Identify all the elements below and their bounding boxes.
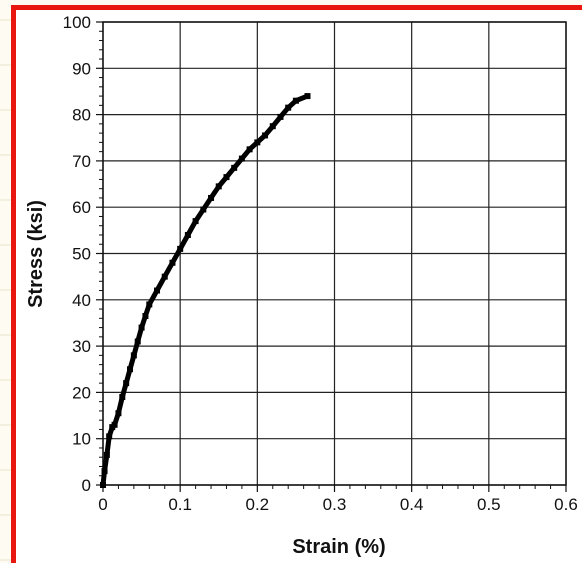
data-point: [285, 104, 292, 111]
data-point: [177, 245, 184, 252]
data-point: [262, 132, 269, 139]
y-tick-label: 30: [72, 337, 91, 356]
data-point: [246, 146, 253, 153]
series-layer: [100, 93, 311, 488]
data-point: [184, 231, 191, 238]
data-point: [100, 482, 106, 488]
data-point: [215, 183, 222, 190]
data-point: [130, 352, 137, 359]
y-tick-label: 50: [72, 245, 91, 264]
data-point: [277, 113, 284, 120]
data-point: [115, 410, 122, 417]
y-tick-label: 40: [72, 291, 91, 310]
x-tick-label: 0: [98, 495, 107, 514]
x-tick-label: 0.1: [168, 495, 192, 514]
y-axis-title: Stress (ksi): [25, 200, 47, 308]
x-tick-label: 0.3: [323, 495, 347, 514]
data-point: [127, 366, 134, 373]
data-point: [123, 380, 130, 387]
data-point: [111, 421, 118, 428]
x-tick-label: 0.4: [400, 495, 424, 514]
y-tick-label: 10: [72, 430, 91, 449]
data-point: [101, 468, 108, 475]
y-tick-label: 70: [72, 152, 91, 171]
data-point: [304, 93, 311, 100]
data-point: [146, 301, 153, 308]
x-tick-label: 0.2: [246, 495, 270, 514]
data-point: [238, 155, 245, 162]
x-tick-label: 0.5: [477, 495, 501, 514]
data-point: [119, 394, 126, 401]
data-point: [138, 324, 145, 331]
data-point: [161, 273, 168, 280]
grid-lines: [102, 21, 567, 486]
data-point: [269, 123, 276, 130]
y-axis-ticks: 0 10 20 30 40 50 60 70 80 90 100: [63, 13, 103, 495]
data-point: [169, 259, 176, 266]
data-point: [106, 433, 113, 440]
data-point: [231, 164, 238, 171]
x-axis-ticks: 0 0.1 0.2 0.3 0.4 0.5 0.6: [98, 485, 578, 514]
data-point: [134, 338, 141, 345]
data-point: [254, 139, 261, 146]
data-point: [208, 194, 215, 201]
y-tick-label: 100: [63, 13, 91, 32]
data-point: [223, 174, 230, 181]
data-point: [154, 287, 161, 294]
data-point: [292, 97, 299, 104]
y-tick-label: 0: [82, 476, 91, 495]
x-axis-title: Strain (%): [292, 536, 385, 558]
y-tick-label: 80: [72, 106, 91, 125]
series-line: [100, 93, 310, 488]
data-point: [103, 451, 110, 458]
y-tick-label: 90: [72, 59, 91, 78]
data-point: [200, 206, 207, 213]
x-tick-label: 0.6: [554, 495, 578, 514]
data-point: [192, 218, 199, 225]
y-tick-label: 20: [72, 383, 91, 402]
y-tick-label: 60: [72, 198, 91, 217]
data-point: [142, 313, 149, 320]
